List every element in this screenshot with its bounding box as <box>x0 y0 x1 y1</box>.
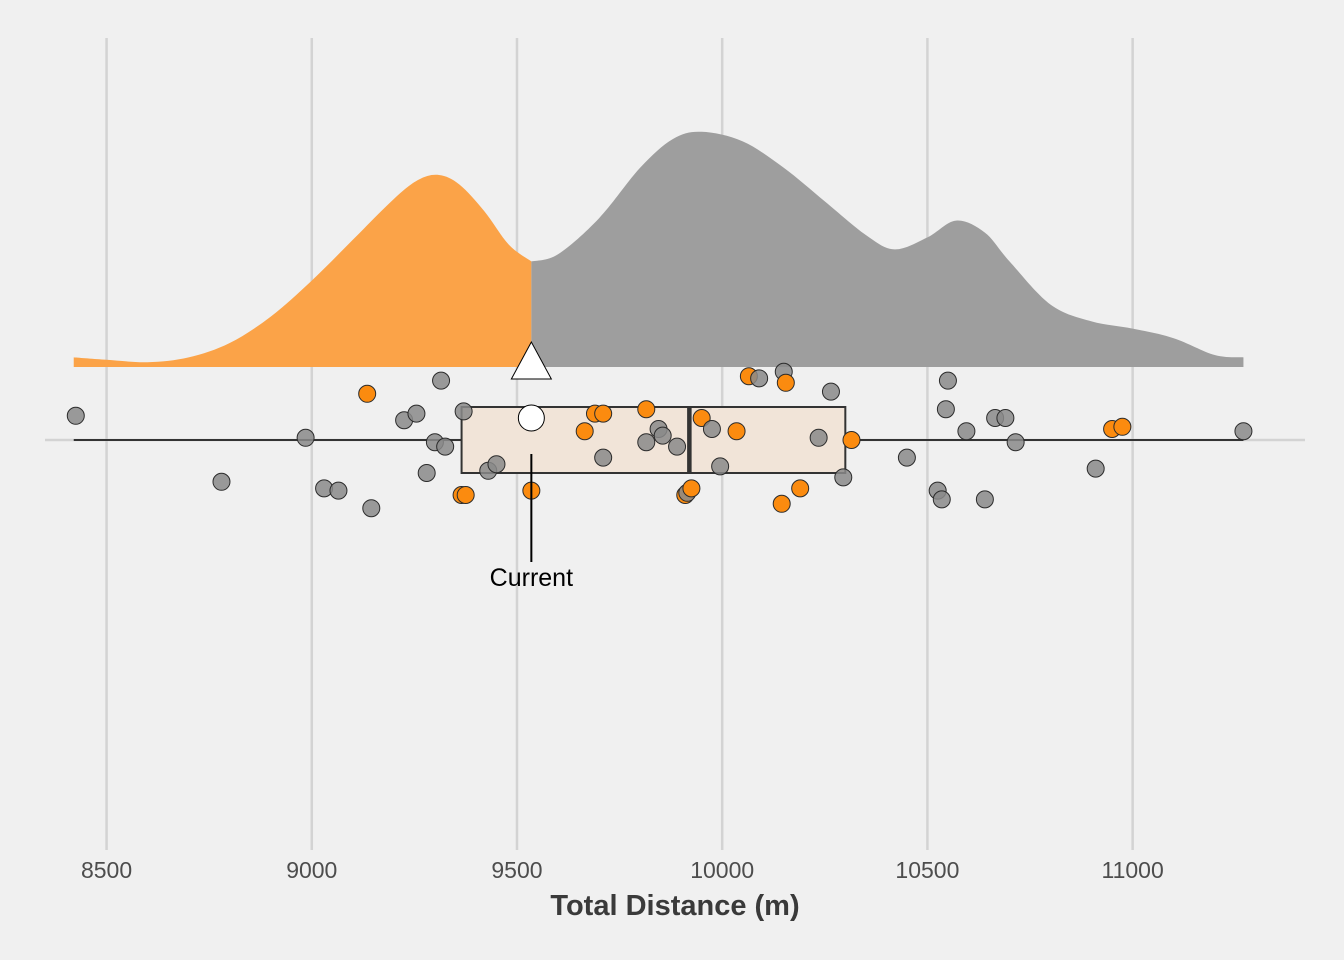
x-axis-title: Total Distance (m) <box>550 890 799 922</box>
point-2 <box>296 428 315 447</box>
point-49 <box>938 371 957 390</box>
point-54 <box>1006 433 1025 452</box>
current-label: Current <box>490 564 573 592</box>
point-0 <box>66 406 85 425</box>
point-highlight-34 <box>727 422 746 441</box>
point-12 <box>436 437 455 456</box>
point-highlight-37 <box>772 494 791 513</box>
point-51 <box>975 490 994 509</box>
point-26 <box>653 426 672 445</box>
x-tick-label-9500: 9500 <box>491 857 542 883</box>
current-marker-group: Current <box>490 340 573 592</box>
point-42 <box>821 382 840 401</box>
point-58 <box>1234 422 1253 441</box>
x-tick-label-10000: 10000 <box>690 857 754 883</box>
point-43 <box>834 468 853 487</box>
point-14 <box>454 402 473 421</box>
point-4 <box>329 481 348 500</box>
x-axis-tick-labels: 8500 9000 9500 10000 10500 11000 <box>81 857 1164 883</box>
point-highlight-57 <box>1113 417 1132 436</box>
x-tick-label-11000: 11000 <box>1101 857 1163 883</box>
x-tick-label-10500: 10500 <box>895 857 959 883</box>
point-27 <box>668 437 687 456</box>
point-highlight-5 <box>358 384 377 403</box>
point-highlight-40 <box>791 479 810 498</box>
point-highlight-39 <box>776 373 795 392</box>
current-triangle-marker <box>510 340 553 380</box>
point-9 <box>417 464 436 482</box>
point-11 <box>432 371 451 390</box>
point-highlight-44 <box>842 431 861 449</box>
data-points <box>66 362 1253 518</box>
point-1 <box>212 472 231 491</box>
point-highlight-23 <box>637 400 656 419</box>
point-45 <box>897 448 916 467</box>
point-36 <box>750 369 769 388</box>
point-17 <box>487 455 506 474</box>
current-point-marker <box>517 404 545 432</box>
density-above-current <box>531 131 1244 367</box>
density-cloud <box>73 131 1244 367</box>
point-highlight-31 <box>692 409 711 427</box>
point-55 <box>1086 459 1105 478</box>
point-highlight-30 <box>682 479 701 498</box>
point-8 <box>407 404 426 423</box>
point-41 <box>809 428 828 447</box>
point-24 <box>637 433 656 452</box>
point-48 <box>936 400 955 419</box>
point-50 <box>957 422 976 441</box>
x-tick-label-8500: 8500 <box>81 857 132 883</box>
x-tick-label-9000: 9000 <box>286 857 337 883</box>
point-22 <box>594 448 613 467</box>
point-6 <box>362 499 381 518</box>
point-33 <box>711 457 730 476</box>
point-32 <box>702 420 721 438</box>
point-53 <box>996 409 1015 427</box>
point-47 <box>932 490 951 509</box>
density-below-current <box>73 174 532 367</box>
point-highlight-19 <box>575 422 594 441</box>
point-highlight-21 <box>594 404 613 423</box>
point-highlight-15 <box>456 486 475 504</box>
